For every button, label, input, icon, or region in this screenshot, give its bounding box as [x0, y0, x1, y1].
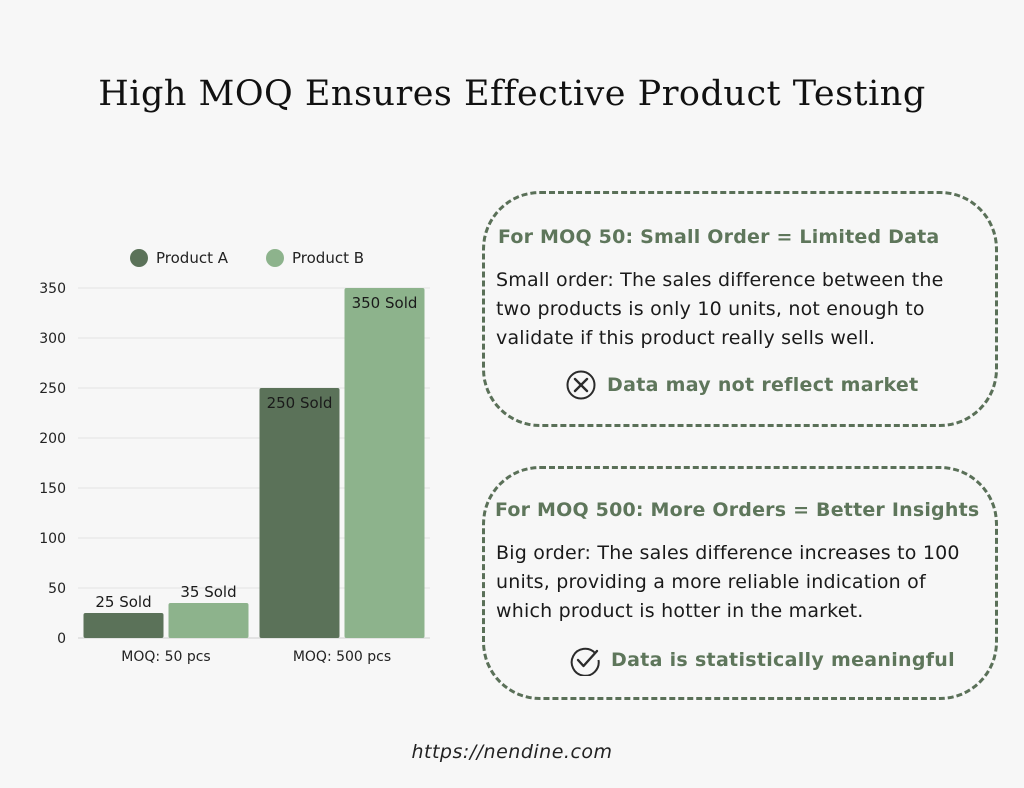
data-label-0-0: 25 Sold [95, 593, 151, 611]
bar-chart: 0 50 100 150 200 250 300 350 Product A Product B 2… [39, 249, 430, 665]
moq-50-line-3: validate if this product really sells we… [496, 327, 876, 349]
y-tick-label-0: 0 [57, 631, 66, 647]
check-circle-icon [570, 647, 600, 676]
y-tick-label-350: 350 [39, 281, 66, 297]
moq-500-line-1: Big order: The sales difference increase… [496, 542, 960, 564]
moq-50-status: Data may not reflect market [565, 369, 919, 401]
moq-50-line-1: Small order: The sales difference betwee… [496, 269, 944, 291]
moq-500-status-text: Data is statistically meaningful [611, 649, 955, 671]
x-circle-icon [566, 370, 596, 400]
data-label-1-0: 35 Sold [180, 583, 236, 601]
bar-1-0 [168, 603, 249, 638]
moq-50-card: For MOQ 50: Small Order = Limited Data S… [482, 191, 998, 427]
moq-500-card-body: Big order: The sales difference increase… [496, 539, 996, 626]
legend-label-1: Product B [292, 249, 364, 267]
moq-50-card-body: Small order: The sales difference betwee… [496, 266, 996, 353]
footer-url[interactable]: https://nendine.com [411, 741, 613, 763]
moq-500-line-2: units, providing a more reliable indicat… [496, 571, 926, 593]
y-tick-label-150: 150 [39, 481, 66, 497]
x-tick-label-0: MOQ: 50 pcs [121, 649, 210, 665]
moq-500-status: Data is statistically meaningful [569, 644, 955, 676]
moq-500-card: For MOQ 500: More Orders = Better Insigh… [482, 466, 998, 700]
moq-500-line-3: which product is hotter in the market. [496, 600, 864, 622]
x-tick-label-1: MOQ: 500 pcs [293, 649, 391, 665]
legend-swatch-0 [130, 249, 148, 267]
y-tick-label-250: 250 [39, 381, 66, 397]
moq-50-line-2: two products is only 10 units, not enoug… [496, 298, 925, 320]
y-tick-label-100: 100 [39, 531, 66, 547]
y-tick-label-200: 200 [39, 431, 66, 447]
legend-label-0: Product A [156, 249, 229, 267]
y-tick-label-300: 300 [39, 331, 66, 347]
legend-swatch-1 [266, 249, 284, 267]
moq-500-card-title: For MOQ 500: More Orders = Better Insigh… [495, 499, 980, 521]
bar-0-1 [259, 388, 340, 638]
moq-50-status-text: Data may not reflect market [607, 374, 919, 396]
bar-0-0 [83, 613, 164, 638]
moq-50-card-title: For MOQ 50: Small Order = Limited Data [498, 226, 940, 248]
bar-1-1 [344, 288, 425, 638]
y-tick-label-50: 50 [48, 581, 66, 597]
data-label-0-1: 250 Sold [267, 394, 333, 412]
data-label-1-1: 350 Sold [352, 294, 418, 312]
page-title: High MOQ Ensures Effective Product Testi… [98, 74, 926, 114]
